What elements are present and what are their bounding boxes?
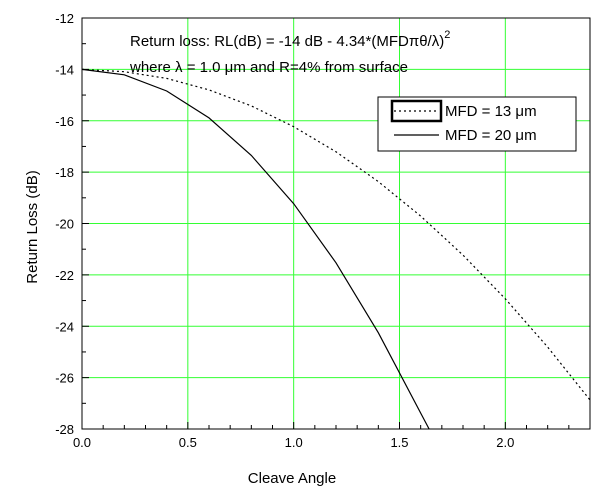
formula-annotation-exponent: 2 [444, 29, 450, 41]
y-tick-label-0: -12 [55, 11, 74, 26]
formula-annotation-greek: πθ/λ [409, 33, 440, 50]
y-tick-label-8: -28 [55, 422, 74, 437]
series-line-mfd-20 [81, 68, 430, 430]
x-axis-label: Cleave Angle [248, 470, 336, 487]
y-tick-label-3: -18 [55, 165, 74, 180]
legend: MFD = 13 μm MFD = 20 μm [377, 96, 577, 152]
y-tick-label-1: -14 [55, 62, 74, 77]
x-tick-label-3: 1.5 [390, 435, 408, 450]
condition-mu: μ [225, 59, 234, 76]
y-tick-label-5: -22 [55, 268, 74, 283]
x-tick-label-1: 0.5 [179, 435, 197, 450]
legend-highlight-box [390, 99, 443, 123]
formula-annotation-prefix: Return loss: RL(dB) = -14 dB - 4.34*(MFD [130, 33, 409, 50]
formula-annotation-suffix: ) [439, 33, 444, 50]
legend-label-mfd-13: MFD = 13 μm [445, 103, 537, 120]
y-tick-label-2: -16 [55, 114, 74, 129]
x-tick-label-4: 2.0 [496, 435, 514, 450]
legend-label-mfd-20: MFD = 20 μm [445, 127, 537, 144]
y-tick-label-6: -24 [55, 319, 74, 334]
y-tick-label-7: -26 [55, 371, 74, 386]
formula-annotation: Return loss: RL(dB) = -14 dB - 4.34*(MFD… [130, 29, 450, 50]
condition-suffix: m and R=4% from surface [233, 59, 408, 76]
axis-ticks: 0.0 0.5 1.0 1.5 2.0 -12 -14 -16 -18 -20 -22 -24 -26 -… [55, 11, 570, 450]
x-tick-label-0: 0.0 [73, 435, 91, 450]
condition-mid: = 1.0 [183, 59, 225, 76]
series-line-mfd-13 [81, 68, 591, 401]
condition-lambda: λ [175, 59, 183, 76]
y-tick-label-4: -20 [55, 217, 74, 232]
y-axis-label: Return Loss (dB) [24, 170, 41, 283]
grid-lines [82, 18, 590, 429]
condition-annotation: where λ = 1.0 μm and R=4% from surface [129, 59, 408, 76]
condition-prefix: where [129, 59, 175, 76]
x-tick-label-2: 1.0 [285, 435, 303, 450]
series-lines [81, 68, 591, 430]
legend-box [377, 96, 577, 152]
